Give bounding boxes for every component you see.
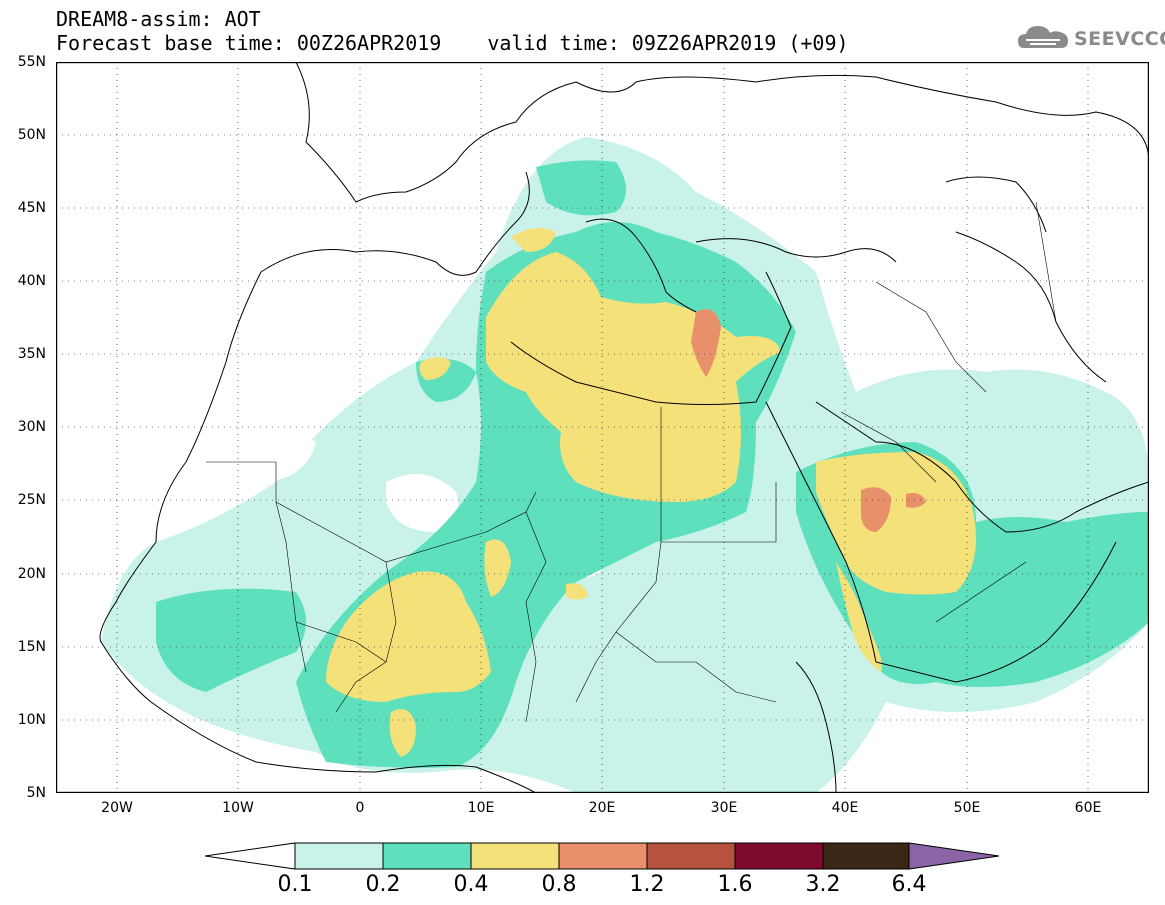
- colorbar-bin: [558, 842, 648, 870]
- colorbar-label: 1.2: [629, 872, 665, 897]
- lon-label: 60E: [1074, 800, 1102, 816]
- lon-label: 30E: [710, 800, 738, 816]
- lon-label: 50E: [953, 800, 981, 816]
- valid-time: valid time: 09Z26APR2019 (+09): [487, 31, 849, 55]
- cloud-icon: [1018, 26, 1068, 48]
- aot-map: [56, 62, 1149, 793]
- lon-label: 10W: [222, 800, 254, 816]
- map-frame: [56, 62, 1149, 793]
- colorbar-label: 1.6: [717, 872, 753, 897]
- forecast-times: Forecast base time: 00Z26APR2019 valid ti…: [56, 32, 849, 54]
- colorbar-bin: [294, 842, 384, 870]
- colorbar-bin: [822, 842, 910, 870]
- lat-label: 20N: [17, 566, 46, 582]
- lon-label: 0: [355, 800, 365, 816]
- colorbar-bin: [646, 842, 736, 870]
- lat-label: 50N: [17, 127, 46, 143]
- colorbar-label: 0.8: [541, 872, 577, 897]
- seevccc-logo: SEEVCCC: [1016, 20, 1165, 58]
- lat-label: 25N: [17, 492, 46, 508]
- lat-label: 5N: [26, 785, 46, 801]
- coastlines: [99, 62, 1149, 793]
- aot-level-3: [326, 228, 976, 757]
- colorbar-label: 0.4: [453, 872, 489, 897]
- lon-label: 20E: [588, 800, 616, 816]
- colorbar-label: 0.1: [277, 872, 313, 897]
- lat-label: 15N: [17, 639, 46, 655]
- lat-label: 30N: [17, 419, 46, 435]
- graticule: [56, 62, 1149, 793]
- lon-label: 10E: [467, 800, 495, 816]
- colorbar-bin: [470, 842, 560, 870]
- country-borders: [206, 201, 1057, 723]
- colorbar-under: [205, 842, 296, 870]
- lat-label: 45N: [17, 200, 46, 216]
- lat-label: 55N: [17, 54, 46, 70]
- logo-text: SEEVCCC: [1074, 28, 1165, 50]
- colorbar: [205, 842, 1000, 870]
- colorbar-label: 0.2: [365, 872, 401, 897]
- aot-level-4: [691, 309, 926, 532]
- map-title: DREAM8-assim: AOT: [56, 7, 261, 31]
- lon-label: 40E: [831, 800, 859, 816]
- lat-label: 40N: [17, 273, 46, 289]
- colorbar-label: 3.2: [805, 872, 841, 897]
- colorbar-label: 6.4: [891, 872, 927, 897]
- lat-label: 35N: [17, 346, 46, 362]
- colorbar-bin: [382, 842, 472, 870]
- lat-label: 10N: [17, 712, 46, 728]
- colorbar-over: [908, 842, 1000, 870]
- lon-label: 20W: [101, 800, 133, 816]
- colorbar-bin: [734, 842, 824, 870]
- base-time: Forecast base time: 00Z26APR2019: [56, 31, 442, 55]
